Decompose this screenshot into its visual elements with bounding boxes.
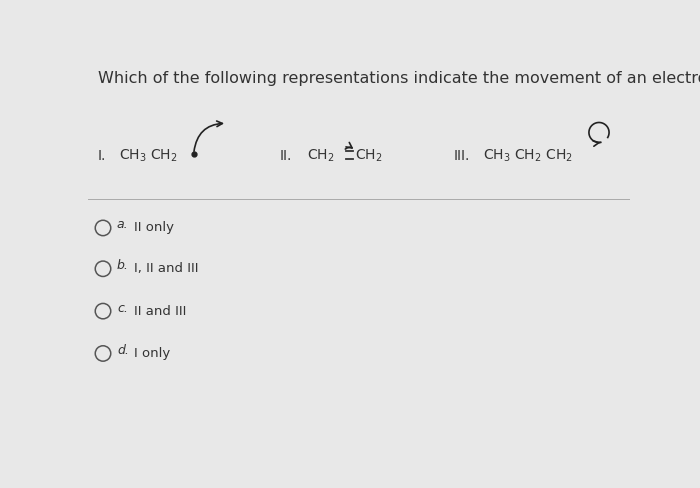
Text: III.: III. (454, 148, 470, 163)
Text: CH$_3$ CH$_2$ CH$_2$: CH$_3$ CH$_2$ CH$_2$ (483, 147, 573, 164)
Text: CH$_2$: CH$_2$ (307, 147, 335, 164)
Text: I only: I only (134, 347, 170, 360)
Text: c.: c. (117, 302, 128, 315)
Text: I.: I. (97, 148, 106, 163)
Text: I, II and III: I, II and III (134, 262, 199, 275)
Text: d.: d. (117, 344, 129, 357)
Text: Which of the following representations indicate the movement of an electron pair: Which of the following representations i… (97, 71, 700, 86)
Text: II and III: II and III (134, 305, 186, 318)
FancyArrowPatch shape (345, 142, 352, 149)
Text: II only: II only (134, 222, 174, 234)
Text: II.: II. (280, 148, 292, 163)
FancyArrowPatch shape (194, 121, 223, 151)
Text: CH$_3$ CH$_2$: CH$_3$ CH$_2$ (119, 147, 178, 164)
Text: CH$_2$: CH$_2$ (355, 147, 382, 164)
Text: b.: b. (117, 259, 129, 272)
Text: a.: a. (117, 219, 129, 231)
